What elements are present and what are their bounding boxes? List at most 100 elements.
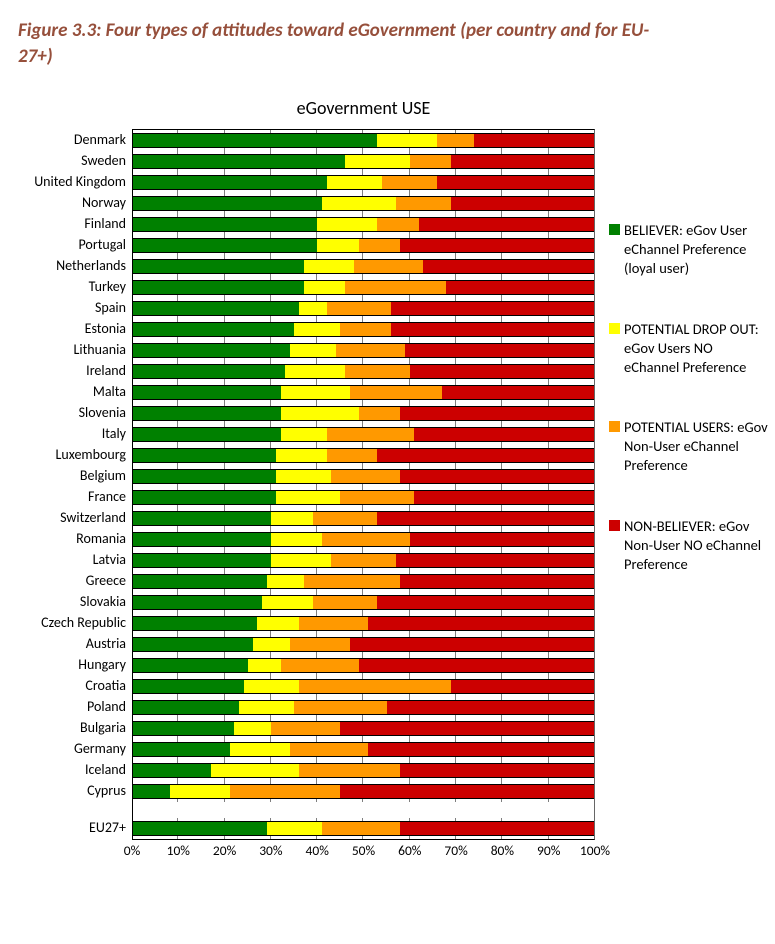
bar-segment <box>377 512 594 525</box>
bar-segment <box>133 134 377 147</box>
bar-segment <box>368 617 594 630</box>
bar-segment <box>419 218 594 231</box>
bar-segment <box>400 407 594 420</box>
bar-segment <box>133 176 327 189</box>
x-axis-tick: 100% <box>580 842 610 859</box>
bar-segment <box>350 386 442 399</box>
bar-row <box>133 319 594 340</box>
bar-segment <box>133 512 271 525</box>
bar-row <box>133 445 594 466</box>
bar-segment <box>405 344 594 357</box>
bar-segment <box>133 386 281 399</box>
bar-segment <box>133 533 271 546</box>
bar-row <box>133 781 594 802</box>
bar-segment <box>345 155 410 168</box>
y-axis-label: Norway <box>18 192 132 213</box>
x-axis-tick: 0% <box>124 842 141 859</box>
y-axis-label: Greece <box>18 570 132 591</box>
bar-segment <box>230 743 290 756</box>
y-axis-label: Germany <box>18 738 132 759</box>
bar-segment <box>133 785 170 798</box>
figure-title: Figure 3.3: Four types of attitudes towa… <box>18 18 658 69</box>
bar-segment <box>322 197 396 210</box>
bar-row <box>133 739 594 760</box>
bar-row <box>133 676 594 697</box>
bar-segment <box>285 365 345 378</box>
bar-segment <box>211 764 299 777</box>
bar-segment <box>377 134 437 147</box>
legend-swatch <box>609 421 620 432</box>
bar-row <box>133 655 594 676</box>
bar-segment <box>377 218 418 231</box>
bar-segment <box>340 323 391 336</box>
bar-row <box>133 172 594 193</box>
bar-segment <box>354 260 423 273</box>
bar-segment <box>276 491 341 504</box>
bar-segment <box>239 701 294 714</box>
bar-row <box>133 818 594 839</box>
bar-segment <box>299 302 327 315</box>
chart-area: eGovernment USE DenmarkSwedenUnited King… <box>18 97 769 860</box>
bar-row <box>133 340 594 361</box>
y-axis-label: Iceland <box>18 759 132 780</box>
y-axis-label: Malta <box>18 381 132 402</box>
y-axis-label: Bulgaria <box>18 717 132 738</box>
bar-segment <box>345 281 446 294</box>
bar-segment <box>400 822 594 835</box>
y-axis-label: Belgium <box>18 465 132 486</box>
x-axis-tick: 70% <box>444 842 467 859</box>
bar-segment <box>442 386 594 399</box>
bar-segment <box>133 680 244 693</box>
y-axis-label: Czech Republic <box>18 612 132 633</box>
bar-segment <box>368 743 594 756</box>
bar-row <box>133 235 594 256</box>
bar-segment <box>133 281 304 294</box>
bar-segment <box>391 323 594 336</box>
y-axis-label: Latvia <box>18 549 132 570</box>
bar-segment <box>410 365 594 378</box>
bar-segment <box>133 302 299 315</box>
bar-row <box>133 718 594 739</box>
legend-entry: POTENTIAL DROP OUT: eGov Users NO eChann… <box>609 320 769 377</box>
bar-segment <box>313 512 378 525</box>
bar-segment <box>133 239 317 252</box>
bar-segment <box>304 575 401 588</box>
bar-row <box>133 613 594 634</box>
bar-segment <box>299 680 451 693</box>
legend-entry: POTENTIAL USERS: eGov Non-User eChannel … <box>609 418 769 475</box>
y-axis-label: EU27+ <box>18 817 132 838</box>
bar-segment <box>340 491 414 504</box>
bar-segment <box>414 491 594 504</box>
bar-segment <box>133 197 322 210</box>
bar-row <box>133 193 594 214</box>
bar-segment <box>391 302 594 315</box>
bar-segment <box>410 155 451 168</box>
bar-segment <box>281 428 327 441</box>
bar-row <box>133 151 594 172</box>
bar-segment <box>327 302 392 315</box>
x-axis-tick: 60% <box>398 842 421 859</box>
bar-segment <box>359 407 400 420</box>
bar-segment <box>317 218 377 231</box>
bar-segment <box>437 176 594 189</box>
bar-segment <box>451 680 594 693</box>
bar-segment <box>451 197 594 210</box>
bar-segment <box>133 344 290 357</box>
x-axis-tick: 50% <box>352 842 375 859</box>
legend-entry: NON-BELIEVER: eGov Non-User NO eChannel … <box>609 517 769 574</box>
chart-main: eGovernment USE DenmarkSwedenUnited King… <box>18 97 595 860</box>
bar-segment <box>294 701 386 714</box>
y-axis-label: Netherlands <box>18 255 132 276</box>
bar-segment <box>271 554 331 567</box>
bar-segment <box>133 764 211 777</box>
bar-segment <box>322 822 400 835</box>
bar-segment <box>276 449 327 462</box>
bar-segment <box>267 822 322 835</box>
bar-segment <box>133 323 294 336</box>
bar-segment <box>290 638 350 651</box>
bar-segment <box>299 764 400 777</box>
x-axis-tick: 30% <box>259 842 282 859</box>
bar-row <box>133 592 594 613</box>
bar-segment <box>359 239 400 252</box>
bar-segment <box>446 281 594 294</box>
